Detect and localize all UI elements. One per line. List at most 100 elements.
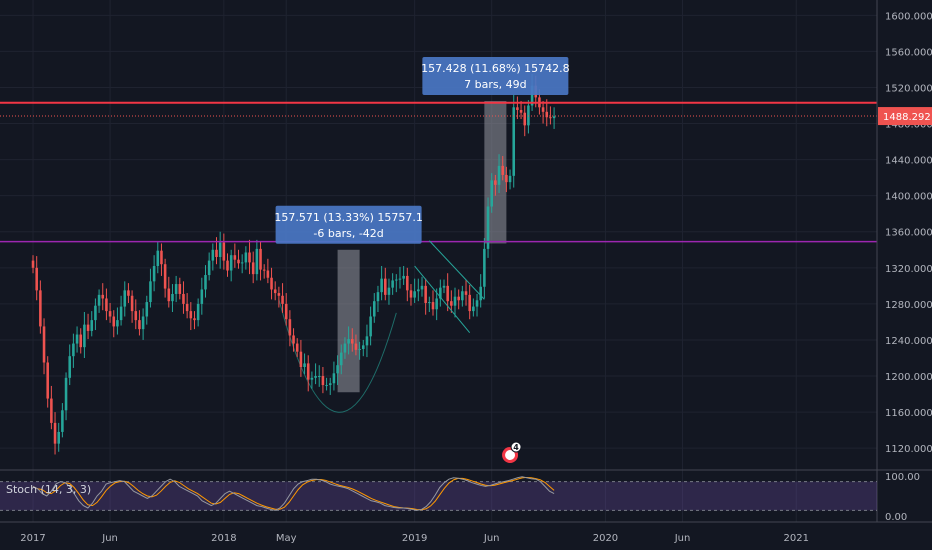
candle-body: [134, 311, 138, 321]
candle-body: [358, 348, 361, 350]
candle: [277, 286, 281, 308]
candle-body: [284, 303, 288, 320]
time-tick: May: [276, 533, 297, 544]
candle-body: [332, 373, 336, 384]
candle: [523, 105, 527, 137]
candle: [35, 256, 38, 301]
price-tick: 1560.000: [885, 47, 932, 58]
candle-body: [523, 112, 527, 126]
candle-body: [468, 294, 471, 312]
candle: [343, 337, 347, 359]
candle-body: [259, 248, 262, 270]
candle: [64, 372, 68, 421]
candle-body: [439, 287, 442, 299]
candle-body: [68, 356, 72, 378]
candle-body: [226, 260, 229, 271]
candle-body: [464, 291, 468, 295]
candle: [549, 106, 552, 125]
candle: [178, 277, 182, 300]
price-tick: 1280.000: [885, 300, 932, 311]
candle-body: [347, 339, 350, 344]
candle: [435, 288, 438, 321]
candle: [273, 281, 277, 301]
candle: [218, 231, 222, 269]
candle: [317, 365, 321, 387]
candle-body: [354, 343, 358, 350]
time-tick: Jun: [674, 533, 691, 544]
candle: [130, 290, 134, 323]
candle-body: [494, 180, 497, 185]
candle-body: [116, 320, 119, 327]
candle: [417, 278, 420, 302]
candle: [475, 293, 479, 317]
earnings-badge[interactable]: 4: [502, 441, 522, 463]
time-axis[interactable]: 2017 Jun 2018 May 2019 Jun 2020 Jun 2021: [20, 533, 809, 544]
candle: [527, 100, 530, 134]
candle-body: [97, 294, 101, 306]
candle-body: [453, 296, 457, 306]
candle-body: [248, 252, 251, 263]
candle-body: [545, 111, 549, 118]
candle-body: [255, 248, 259, 275]
candle-body: [299, 351, 303, 368]
candle-body: [530, 85, 534, 106]
candle: [79, 328, 83, 354]
candle-body: [112, 316, 116, 327]
candle-body: [472, 306, 475, 312]
candle: [395, 274, 398, 293]
candle: [90, 311, 94, 337]
candle-body: [119, 306, 123, 321]
price-tick: 1360.000: [885, 228, 932, 239]
candle-body: [552, 116, 556, 119]
candle: [284, 293, 288, 326]
candle-body: [130, 295, 134, 312]
candle-body: [413, 291, 416, 298]
candle-body: [229, 255, 233, 271]
candle-body: [138, 320, 141, 330]
candle-body: [483, 248, 486, 287]
last-price-label: 1488.292: [878, 107, 932, 126]
candle: [116, 307, 119, 335]
candle-body: [189, 311, 193, 319]
candle: [108, 302, 112, 323]
candle: [299, 339, 303, 377]
candle-body: [417, 289, 420, 292]
candle-body: [127, 290, 130, 296]
candle: [446, 273, 449, 312]
stoch-label: Stoch (14, 3, 3): [6, 483, 91, 496]
measure-box-1: [275, 205, 422, 244]
candle-body: [167, 288, 171, 302]
candle-body: [152, 266, 156, 282]
candle-body: [200, 289, 204, 304]
candle: [552, 107, 556, 129]
candle-body: [46, 362, 49, 399]
candle-body: [428, 302, 431, 304]
candle: [145, 295, 149, 325]
candle: [226, 253, 229, 277]
candle-body: [266, 270, 270, 278]
price-tick: 1400.000: [885, 192, 932, 203]
candle: [42, 318, 46, 375]
candle: [483, 238, 486, 299]
candle: [266, 258, 270, 284]
measure-line1-2: 157.428 (11.68%) 15742.8: [421, 62, 570, 75]
candle: [497, 154, 501, 193]
candle: [229, 249, 233, 282]
stoch-axis: 100.00 0.00: [885, 472, 920, 523]
candle: [101, 283, 105, 311]
candle-body: [306, 363, 310, 380]
price-tick: 1200.000: [885, 372, 932, 383]
candle-body: [336, 365, 339, 374]
candle: [57, 422, 60, 452]
candle: [46, 356, 49, 408]
candle: [361, 339, 365, 357]
candle-body: [218, 242, 222, 257]
candle: [248, 239, 251, 275]
candle-body: [398, 278, 402, 280]
candle: [314, 363, 317, 385]
stoch-k-line: [32, 476, 555, 511]
candle-body: [321, 376, 325, 386]
candle: [255, 239, 259, 281]
candle: [167, 276, 171, 308]
